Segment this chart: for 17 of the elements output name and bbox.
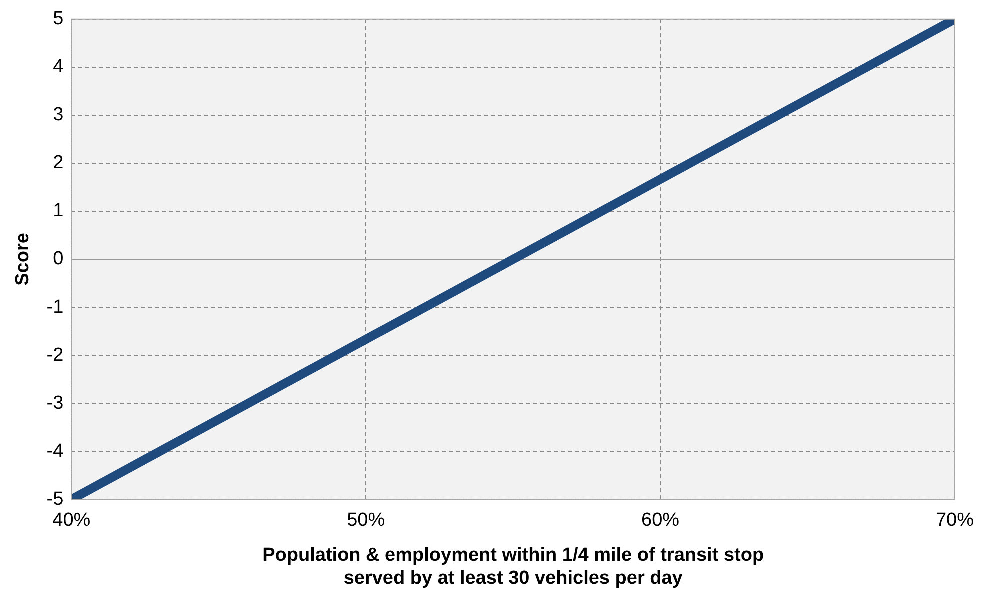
y-tick-label: -3 (46, 392, 64, 414)
x-tick-label: 60% (642, 510, 680, 532)
x-tick-label: 40% (52, 510, 91, 532)
y-tick-label: 1 (53, 200, 64, 222)
y-tick-label: 4 (53, 56, 64, 78)
y-tick-label: -1 (46, 296, 64, 318)
y-tick-label: -4 (46, 440, 64, 462)
y-tick-label: -5 (46, 488, 64, 510)
x-tick-label: 50% (347, 510, 386, 532)
y-tick-label: 2 (53, 152, 64, 174)
y-tick-label: 0 (53, 248, 64, 270)
y-axis-title: Score (12, 233, 34, 286)
y-tick-label: 5 (53, 8, 64, 30)
x-tick-label: 70% (936, 510, 974, 532)
x-axis-title: Population & employment within 1/4 mile of transit stop served by at least 30 vehicles per day (262, 545, 764, 589)
y-tick-label: -2 (46, 344, 64, 366)
y-tick-label: 3 (53, 104, 64, 126)
